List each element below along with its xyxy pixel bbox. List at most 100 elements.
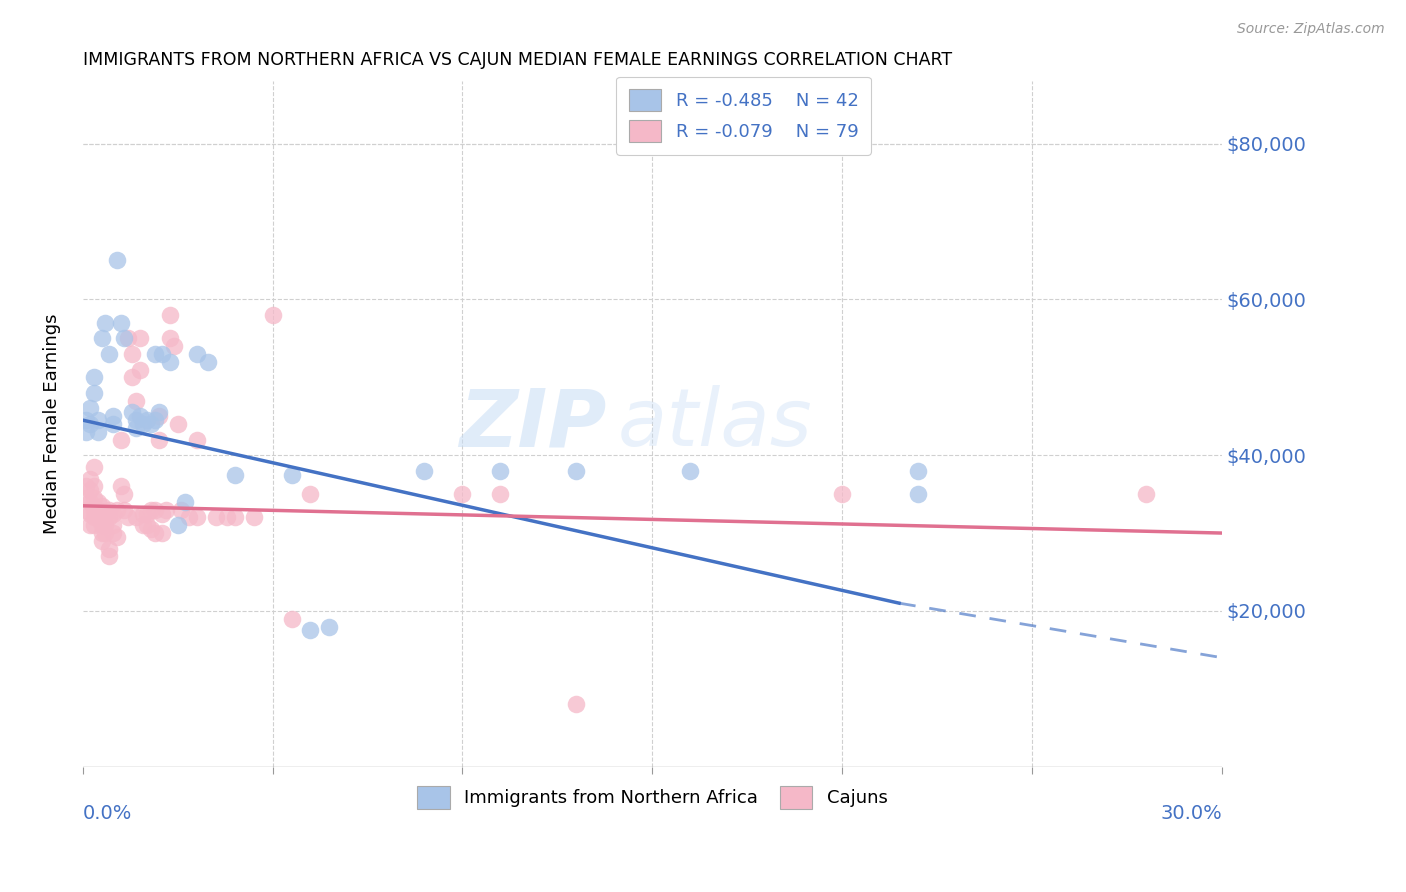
Text: ZIP: ZIP	[460, 385, 607, 463]
Point	[87, 413, 110, 427]
Point	[831, 487, 853, 501]
Point	[90, 499, 112, 513]
Point	[75, 479, 97, 493]
Point	[79, 518, 101, 533]
Point	[224, 510, 246, 524]
Point	[98, 502, 121, 516]
Point	[132, 417, 155, 431]
Point	[215, 510, 238, 524]
Point	[94, 526, 117, 541]
Point	[299, 487, 322, 501]
Point	[166, 417, 188, 431]
Point	[152, 347, 174, 361]
Point	[98, 549, 121, 564]
Point	[125, 393, 148, 408]
Point	[159, 308, 181, 322]
Point	[136, 518, 159, 533]
Point	[139, 417, 162, 431]
Point	[90, 533, 112, 548]
Point	[105, 253, 128, 268]
Point	[128, 362, 150, 376]
Point	[90, 331, 112, 345]
Point	[83, 510, 105, 524]
Point	[204, 510, 226, 524]
Text: Source: ZipAtlas.com: Source: ZipAtlas.com	[1237, 22, 1385, 37]
Point	[907, 464, 929, 478]
Point	[280, 467, 302, 482]
Y-axis label: Median Female Earnings: Median Female Earnings	[44, 314, 60, 534]
Point	[166, 518, 188, 533]
Point	[174, 495, 197, 509]
Point	[177, 510, 200, 524]
Point	[83, 491, 105, 505]
Point	[186, 510, 208, 524]
Point	[87, 425, 110, 439]
Point	[148, 433, 170, 447]
Point	[132, 507, 155, 521]
Point	[318, 619, 340, 633]
Text: atlas: atlas	[619, 385, 813, 463]
Text: 30.0%: 30.0%	[1160, 805, 1222, 823]
Point	[148, 405, 170, 419]
Point	[224, 467, 246, 482]
Point	[125, 421, 148, 435]
Point	[75, 413, 97, 427]
Point	[565, 464, 588, 478]
Point	[155, 502, 177, 516]
Point	[101, 518, 124, 533]
Point	[117, 331, 139, 345]
Point	[83, 479, 105, 493]
Point	[79, 417, 101, 431]
Point	[148, 409, 170, 424]
Point	[125, 510, 148, 524]
Point	[98, 347, 121, 361]
Point	[75, 491, 97, 505]
Point	[143, 347, 166, 361]
Point	[413, 464, 436, 478]
Point	[907, 487, 929, 501]
Point	[94, 507, 117, 521]
Point	[143, 526, 166, 541]
Point	[112, 487, 135, 501]
Point	[197, 355, 219, 369]
Point	[98, 541, 121, 556]
Point	[299, 624, 322, 638]
Point	[489, 487, 512, 501]
Text: IMMIGRANTS FROM NORTHERN AFRICA VS CAJUN MEDIAN FEMALE EARNINGS CORRELATION CHAR: IMMIGRANTS FROM NORTHERN AFRICA VS CAJUN…	[83, 51, 952, 69]
Point	[152, 507, 174, 521]
Point	[101, 507, 124, 521]
Point	[143, 502, 166, 516]
Point	[75, 502, 97, 516]
Point	[75, 425, 97, 439]
Point	[451, 487, 474, 501]
Point	[79, 495, 101, 509]
Point	[110, 479, 132, 493]
Point	[105, 530, 128, 544]
Point	[489, 464, 512, 478]
Point	[186, 433, 208, 447]
Point	[94, 316, 117, 330]
Point	[170, 502, 193, 516]
Point	[132, 518, 155, 533]
Point	[110, 316, 132, 330]
Point	[186, 347, 208, 361]
Point	[98, 510, 121, 524]
Point	[280, 612, 302, 626]
Point	[136, 507, 159, 521]
Point	[117, 510, 139, 524]
Point	[121, 347, 143, 361]
Point	[79, 483, 101, 498]
Point	[79, 507, 101, 521]
Point	[83, 370, 105, 384]
Legend: Immigrants from Northern Africa, Cajuns: Immigrants from Northern Africa, Cajuns	[406, 776, 898, 820]
Point	[101, 417, 124, 431]
Point	[262, 308, 284, 322]
Point	[163, 339, 186, 353]
Text: 0.0%: 0.0%	[83, 805, 132, 823]
Point	[83, 502, 105, 516]
Point	[136, 413, 159, 427]
Point	[1135, 487, 1157, 501]
Point	[110, 433, 132, 447]
Point	[87, 502, 110, 516]
Point	[242, 510, 264, 524]
